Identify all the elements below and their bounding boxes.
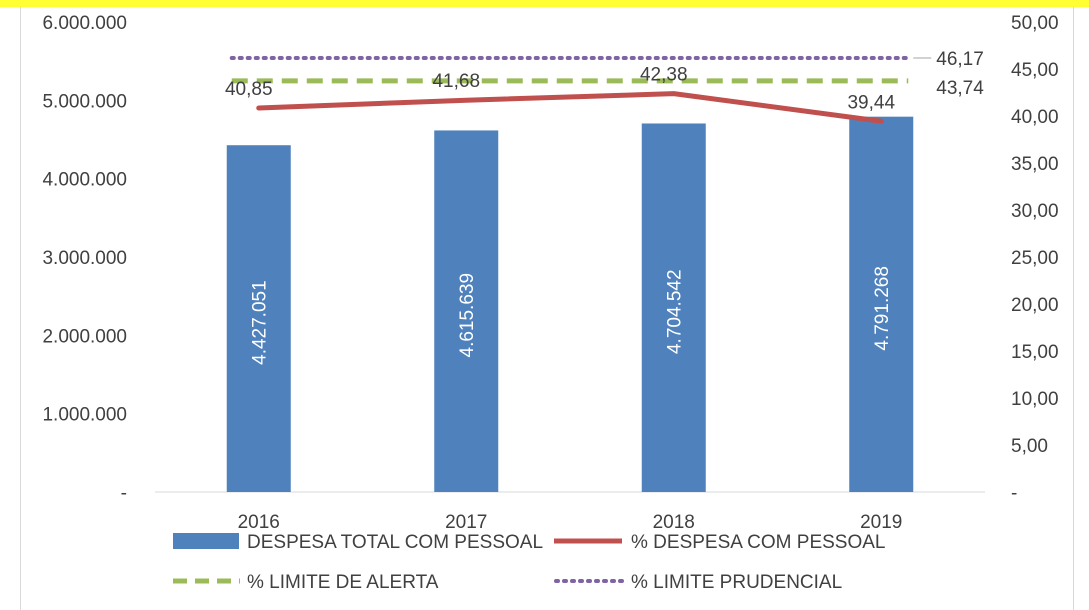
- right-axis-tick-label: 15,00: [1011, 342, 1059, 363]
- right-axis-tick-label: 5,00: [1011, 436, 1048, 457]
- bar-data-label: 4.791.268: [872, 266, 893, 351]
- line-despesa-pessoal: [256, 91, 884, 124]
- right-axis-tick-label: 10,00: [1011, 389, 1059, 410]
- chart-frame-right-border: [1073, 7, 1074, 610]
- legend-swatch-despesa-total: [173, 533, 239, 549]
- legend-label-limite-prudencial: % LIMITE PRUDENCIAL: [631, 572, 842, 593]
- right-axis-tick-label: 20,00: [1011, 295, 1059, 316]
- right-axis-tick-label: -: [1011, 483, 1017, 504]
- left-axis-tick-label: 6.000.000: [42, 13, 127, 34]
- right-axis-tick-label: 40,00: [1011, 107, 1059, 128]
- left-axis-tick-label: 5.000.000: [42, 91, 127, 112]
- left-axis-tick-label: 3.000.000: [42, 248, 127, 269]
- bar-despesa-total: [226, 145, 291, 492]
- right-axis-tick-label: 45,00: [1011, 60, 1059, 81]
- right-axis-tick-label: 35,00: [1011, 154, 1059, 175]
- limite-prudencial-label: 46,17: [936, 49, 984, 70]
- x-axis-category-label: 2019: [860, 512, 902, 533]
- legend-label-despesa-total: DESPESA TOTAL COM PESSOAL: [247, 532, 543, 553]
- bar-despesa-total: [849, 116, 914, 492]
- left-axis-tick-label: 4.000.000: [42, 170, 127, 191]
- despesa-pessoal-data-label: 41,68: [432, 71, 480, 92]
- right-axis-tick-label: 30,00: [1011, 201, 1059, 222]
- chart-frame-left-border: [20, 7, 21, 610]
- left-axis-tick-label: 1.000.000: [42, 405, 127, 426]
- right-axis-tick-label: 50,00: [1011, 13, 1059, 34]
- despesa-pessoal-data-label: 40,85: [225, 79, 273, 100]
- despesa-pessoal-data-label: 39,44: [847, 92, 895, 113]
- bar-despesa-total: [434, 130, 499, 493]
- x-axis-category-label: 2017: [445, 512, 487, 533]
- left-axis-tick-label: -: [121, 483, 127, 504]
- bar-despesa-total: [641, 123, 706, 493]
- left-axis-tick-label: 2.000.000: [42, 326, 127, 347]
- x-axis-category-label: 2016: [238, 512, 280, 533]
- bar-data-label: 4.615.639: [457, 273, 478, 358]
- x-axis-category-label: 2018: [653, 512, 695, 533]
- limite-alerta-label: 43,74: [936, 78, 984, 99]
- legend-label-despesa-pessoal: % DESPESA COM PESSOAL: [631, 532, 885, 553]
- top-highlight-strip: [0, 0, 1089, 7]
- right-axis-tick-label: 25,00: [1011, 248, 1059, 269]
- bar-data-label: 4.427.051: [250, 280, 271, 365]
- despesa-pessoal-data-label: 42,38: [640, 65, 688, 86]
- bar-data-label: 4.704.542: [665, 269, 686, 354]
- legend-label-limite-alerta: % LIMITE DE ALERTA: [247, 572, 439, 593]
